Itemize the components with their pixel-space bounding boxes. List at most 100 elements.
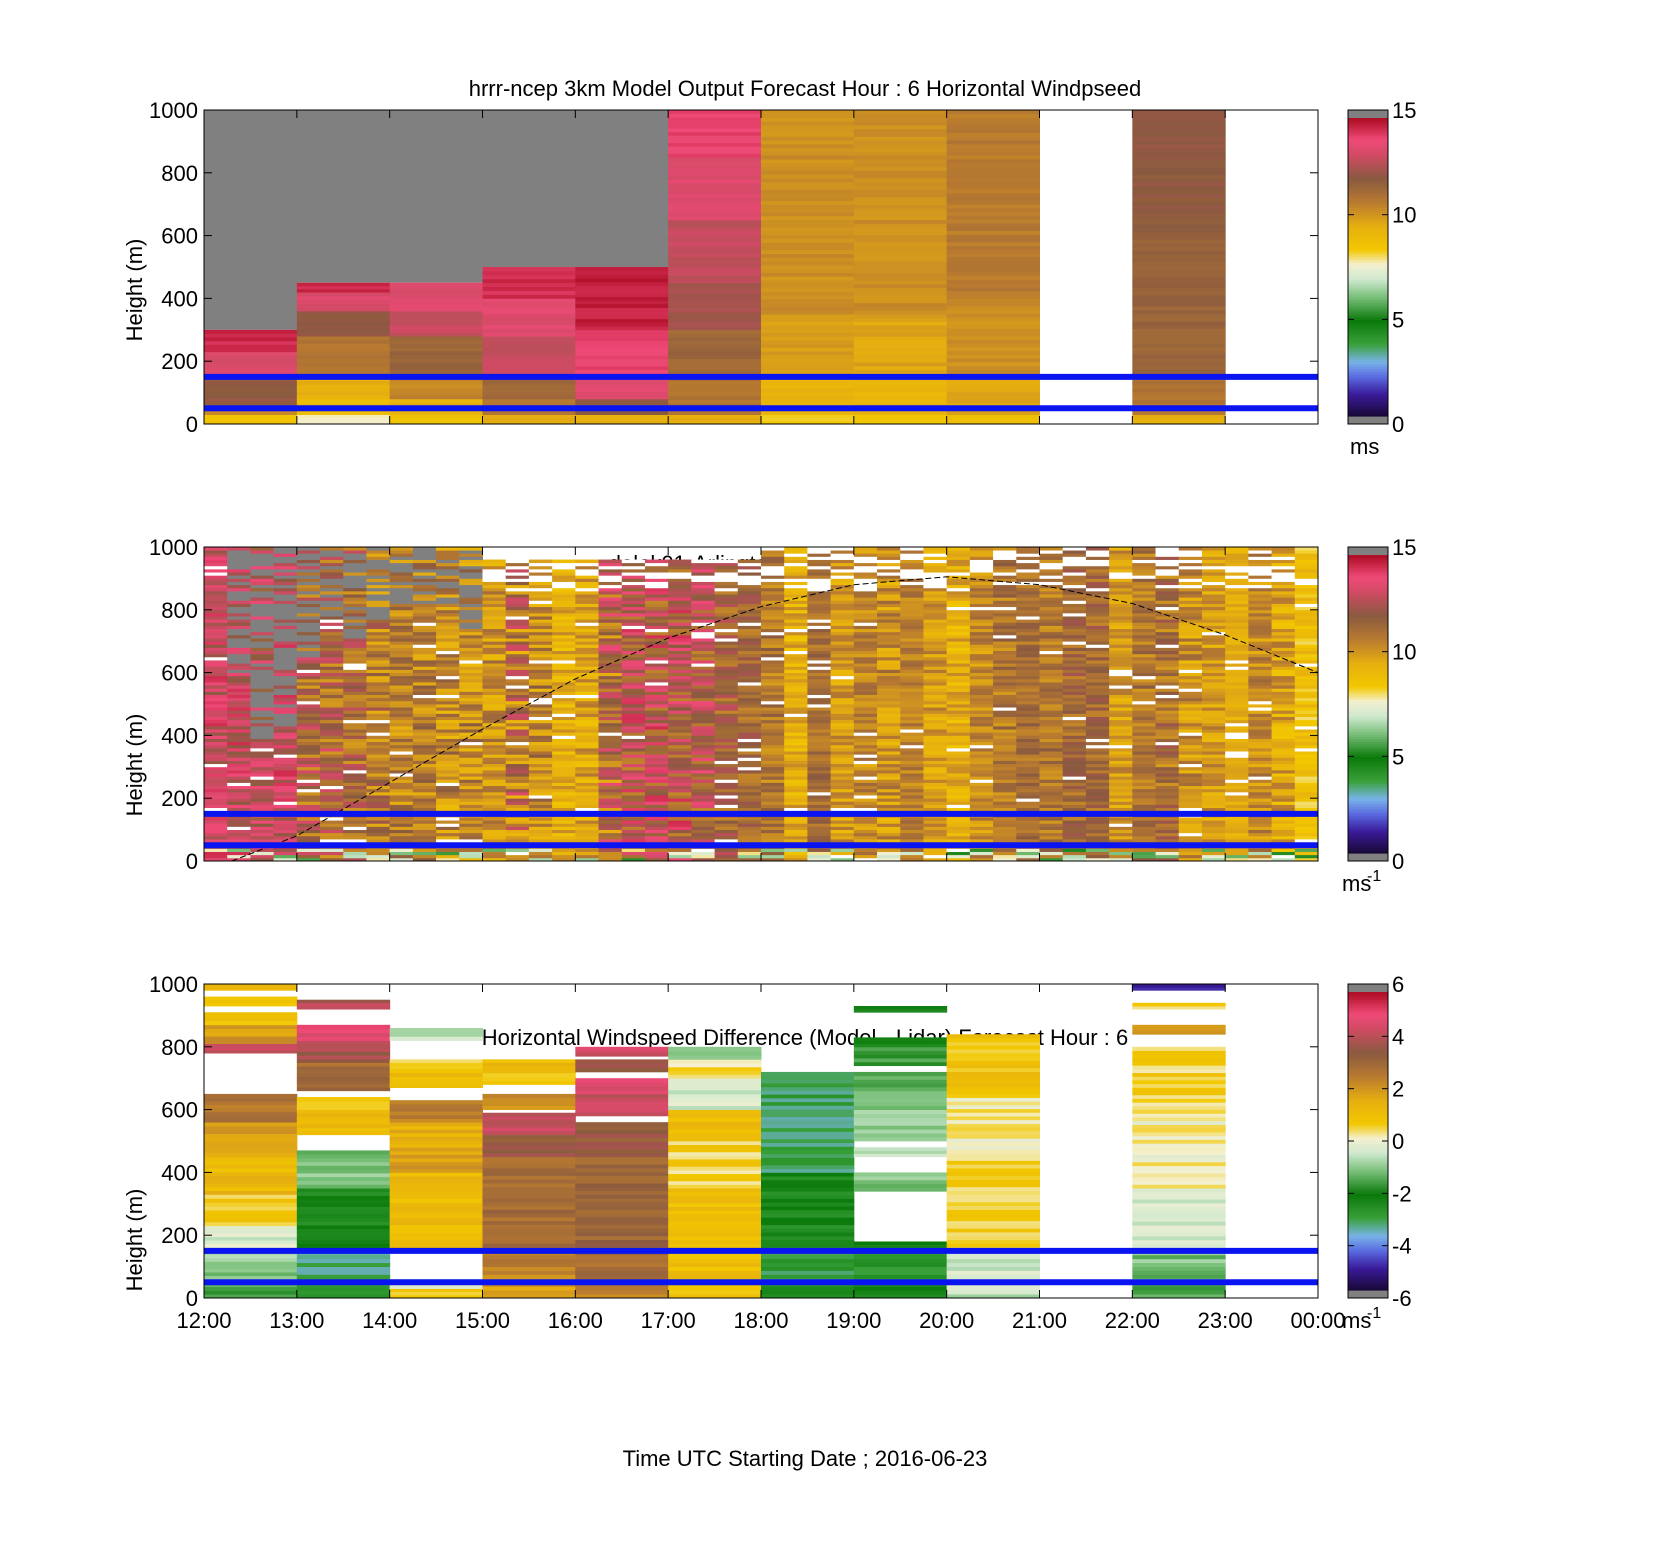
heatmap-cell: [343, 848, 367, 852]
heatmap-cell: [923, 729, 948, 733]
heatmap-cell: [621, 716, 646, 721]
heatmap-cell: [644, 773, 669, 777]
heatmap-cell: [853, 420, 948, 425]
heatmap-cell: [1039, 581, 1064, 586]
heatmap-cell: [784, 666, 808, 670]
heatmap-cell: [412, 854, 437, 859]
heatmap-cell: [877, 672, 901, 677]
heatmap-cell: [668, 829, 692, 834]
y-tick-label: 0: [186, 412, 198, 437]
heatmap-cell: [250, 675, 275, 680]
heatmap-cell: [366, 769, 391, 774]
heatmap-cell: [993, 782, 1017, 787]
heatmap-cell: [621, 584, 646, 589]
colorbar-step: [1348, 207, 1388, 211]
heatmap-cell: [204, 660, 228, 664]
heatmap-cell: [807, 732, 832, 736]
heatmap-cell: [1016, 829, 1040, 834]
heatmap-cell: [1016, 735, 1040, 739]
heatmap-cell: [946, 369, 1040, 374]
heatmap-cell: [644, 707, 669, 711]
heatmap-cell: [412, 766, 437, 771]
heatmap-cell: [320, 666, 344, 670]
heatmap-cell: [761, 125, 855, 130]
heatmap-cell: [1178, 801, 1203, 805]
heatmap-cell: [668, 685, 692, 689]
heatmap-cell: [575, 691, 600, 695]
heatmap-cell: [575, 854, 600, 859]
heatmap-cell: [761, 249, 855, 255]
colorbar-step: [1348, 132, 1388, 136]
heatmap-cell: [575, 322, 669, 327]
heatmap-cell: [923, 634, 948, 639]
heatmap-cell: [853, 178, 948, 183]
heatmap-cell: [761, 710, 785, 714]
colorbar-step: [1348, 411, 1388, 415]
heatmap-cell: [204, 675, 228, 680]
heatmap-cell: [528, 572, 553, 576]
heatmap-cell: [227, 666, 251, 670]
heatmap-cell: [436, 751, 460, 755]
heatmap-cell: [436, 732, 460, 736]
heatmap-cell: [737, 776, 762, 780]
heatmap-cell: [900, 572, 924, 576]
heatmap-cell: [830, 606, 855, 611]
heatmap-cell: [1132, 854, 1157, 859]
heatmap-cell: [644, 766, 669, 771]
heatmap-cell: [250, 556, 275, 560]
heatmap-cell: [853, 354, 948, 359]
heatmap-cell: [459, 625, 483, 630]
heatmap-cell: [598, 817, 623, 821]
heatmap-cell: [1155, 660, 1180, 664]
heatmap-cell: [900, 732, 924, 736]
heatmap-cell: [761, 594, 785, 598]
heatmap-cell: [552, 757, 576, 761]
heatmap-cell: [1016, 597, 1040, 601]
heatmap-cell: [644, 757, 669, 761]
heatmap-cell: [969, 779, 994, 783]
heatmap-cell: [668, 113, 762, 118]
heatmap-cell: [1085, 719, 1110, 724]
heatmap-cell: [598, 766, 623, 771]
heatmap-cell: [1109, 650, 1133, 655]
heatmap-cell: [969, 638, 994, 642]
heatmap-cell: [389, 854, 414, 859]
heatmap-cell: [853, 760, 878, 765]
heatmap-cell: [366, 575, 391, 579]
heatmap-cell: [853, 291, 948, 296]
heatmap-cell: [528, 839, 553, 843]
panel-lidar: dalek01-Arlington Horizontal Windspeed H…: [122, 535, 1416, 896]
heatmap-cell: [853, 276, 948, 281]
heatmap-cell: [598, 710, 623, 714]
heatmap-cell: [969, 839, 994, 843]
heatmap-cell: [227, 798, 251, 802]
heatmap-cell: [575, 747, 600, 752]
heatmap-cell: [598, 725, 623, 730]
heatmap-cell: [993, 550, 1017, 554]
heatmap-cell: [761, 650, 785, 655]
heatmap-cell: [1085, 757, 1110, 761]
heatmap-cell: [1062, 741, 1087, 746]
heatmap-cell: [343, 766, 367, 771]
heatmap-cell: [668, 782, 692, 787]
heatmap-cell: [459, 857, 483, 862]
heatmap-cell: [1085, 568, 1110, 573]
heatmap-cell: [877, 785, 901, 790]
heatmap-cell: [320, 719, 344, 724]
heatmap-cell: [1109, 791, 1133, 796]
heatmap-cell: [598, 735, 623, 739]
heatmap-cell: [761, 719, 785, 724]
heatmap-cell: [714, 782, 739, 787]
heatmap-cell: [366, 779, 391, 783]
heatmap-cell: [761, 769, 785, 774]
heatmap-cell: [366, 804, 391, 809]
heatmap-cell: [343, 788, 367, 793]
heatmap-cell: [575, 326, 669, 331]
heatmap-cell: [1132, 697, 1157, 702]
heatmap-cell: [1109, 782, 1133, 787]
heatmap-cell: [1132, 354, 1226, 359]
heatmap-cell: [227, 656, 251, 661]
heatmap-cell: [1039, 666, 1064, 670]
heatmap-cell: [436, 550, 460, 554]
heatmap-cell: [389, 666, 414, 670]
